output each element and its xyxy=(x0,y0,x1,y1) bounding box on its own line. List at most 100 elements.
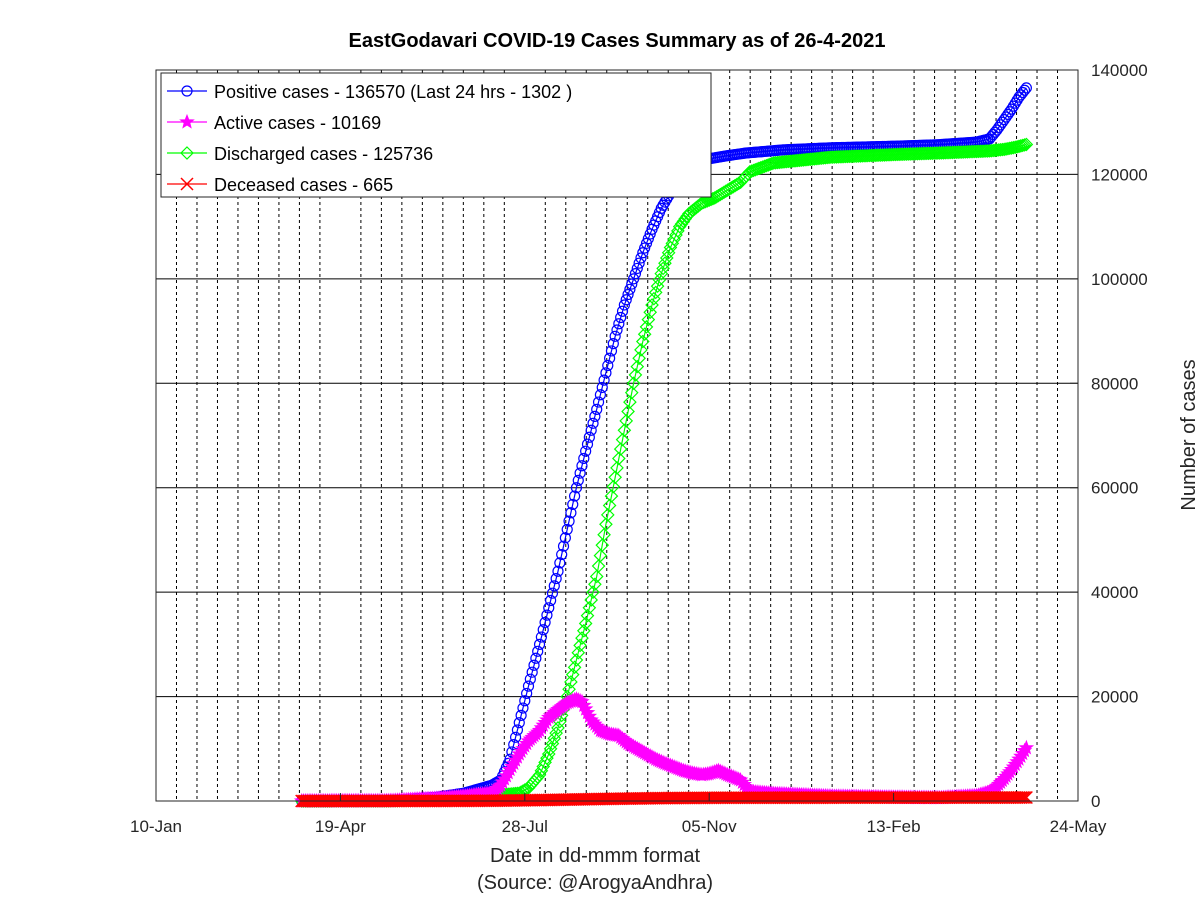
data-point-discharged xyxy=(639,320,654,334)
legend-marker-discharged xyxy=(180,146,194,160)
data-point-discharged xyxy=(634,343,648,357)
data-point-discharged xyxy=(888,147,903,162)
data-point-discharged xyxy=(600,508,615,522)
data-point-discharged xyxy=(879,148,894,162)
x-tick-label: 19-Apr xyxy=(315,817,366,836)
data-point-positive xyxy=(548,580,560,592)
data-point-positive xyxy=(535,631,547,643)
data-point-positive xyxy=(556,548,568,561)
data-point-positive xyxy=(561,523,573,536)
data-point-deceased xyxy=(1017,790,1032,805)
data-point-positive xyxy=(546,587,559,599)
data-point-positive xyxy=(622,288,634,301)
data-point-positive xyxy=(620,294,632,306)
data-point-discharged xyxy=(540,751,554,766)
data-point-discharged xyxy=(578,616,593,631)
data-point-positive xyxy=(541,609,553,621)
series-line-active xyxy=(301,698,1027,802)
y-axis-label: Number of cases xyxy=(1178,359,1200,510)
data-point-positive xyxy=(519,695,531,707)
data-point-discharged xyxy=(610,461,624,475)
data-point-discharged xyxy=(702,193,717,208)
data-point-discharged xyxy=(571,645,586,660)
plot-frame xyxy=(155,69,1079,802)
data-point-discharged xyxy=(698,194,713,209)
data-point-positive xyxy=(626,278,638,290)
data-point-positive xyxy=(513,717,525,729)
data-point-discharged xyxy=(923,146,938,161)
data-point-discharged xyxy=(881,147,895,162)
data-point-positive xyxy=(537,624,549,636)
data-point-positive xyxy=(583,431,595,443)
data-point-discharged xyxy=(641,312,656,327)
data-point-discharged xyxy=(630,359,645,374)
data-point-positive xyxy=(533,638,546,650)
data-point-discharged xyxy=(892,147,906,162)
data-point-discharged xyxy=(575,631,589,645)
data-point-positive xyxy=(613,318,625,330)
data-point-positive xyxy=(511,724,524,736)
y-tick-label: 0 xyxy=(1091,792,1100,811)
data-point-positive xyxy=(580,445,592,457)
data-point-discharged xyxy=(907,147,921,161)
data-point-discharged xyxy=(908,146,923,161)
data-point-positive xyxy=(567,498,579,511)
data-point-discharged xyxy=(919,146,934,161)
data-point-positive xyxy=(642,233,654,245)
data-point-discharged xyxy=(591,559,606,573)
data-point-positive xyxy=(554,557,566,569)
legend-label-discharged: Discharged cases - 125736 xyxy=(214,144,433,164)
data-point-positive xyxy=(639,242,651,254)
data-point-positive xyxy=(596,381,608,394)
data-point-positive xyxy=(594,389,607,401)
data-point-positive xyxy=(557,540,570,552)
data-point-positive xyxy=(598,374,610,386)
data-point-discharged xyxy=(584,593,599,607)
chart-title: EastGodavari COVID-19 Cases Summary as o… xyxy=(349,30,886,52)
data-point-positive xyxy=(585,424,597,436)
data-point-positive xyxy=(578,452,590,465)
x-axis-label: Date in dd-mmm format xyxy=(490,845,700,867)
data-point-discharged xyxy=(602,498,617,513)
data-point-deceased xyxy=(1019,790,1033,805)
data-point-discharged xyxy=(671,223,685,238)
data-point-discharged xyxy=(895,147,910,162)
data-point-positive xyxy=(576,460,588,472)
data-point-positive xyxy=(627,273,640,285)
y-tick-label: 120000 xyxy=(1091,165,1148,184)
data-point-discharged xyxy=(606,479,621,494)
data-point-discharged xyxy=(589,569,604,584)
source-note: (Source: @ArogyaAndhra) xyxy=(477,872,713,894)
data-point-discharged xyxy=(621,404,635,419)
data-point-discharged xyxy=(615,432,630,447)
data-point-positive xyxy=(559,532,571,544)
data-point-positive xyxy=(509,731,522,743)
y-tick-label: 20000 xyxy=(1091,688,1138,707)
data-point-positive xyxy=(587,417,599,429)
y-tick-label: 140000 xyxy=(1091,61,1148,80)
x-tick-label: 10-Jan xyxy=(130,817,182,836)
data-point-positive xyxy=(517,702,529,714)
data-point-positive xyxy=(568,490,581,502)
data-point-positive xyxy=(629,268,642,280)
series-line-discharged xyxy=(301,143,1027,802)
data-point-discharged xyxy=(914,146,929,161)
data-point-discharged xyxy=(567,660,582,675)
data-point-discharged xyxy=(613,442,628,456)
data-point-discharged xyxy=(696,195,711,210)
data-point-positive xyxy=(521,687,533,700)
data-point-positive xyxy=(528,659,540,671)
data-point-discharged xyxy=(886,147,901,162)
data-point-discharged xyxy=(564,675,578,689)
y-tick-label: 80000 xyxy=(1091,374,1138,393)
data-point-positive xyxy=(550,572,562,585)
data-point-discharged xyxy=(611,451,626,466)
data-point-discharged xyxy=(617,423,632,438)
data-point-discharged xyxy=(626,376,641,391)
y-tick-label: 60000 xyxy=(1091,479,1138,498)
data-point-discharged xyxy=(643,305,658,320)
data-point-discharged xyxy=(580,608,595,623)
series-discharged xyxy=(294,137,1034,808)
data-point-discharged xyxy=(628,368,643,382)
y-tick-label: 100000 xyxy=(1091,270,1148,289)
